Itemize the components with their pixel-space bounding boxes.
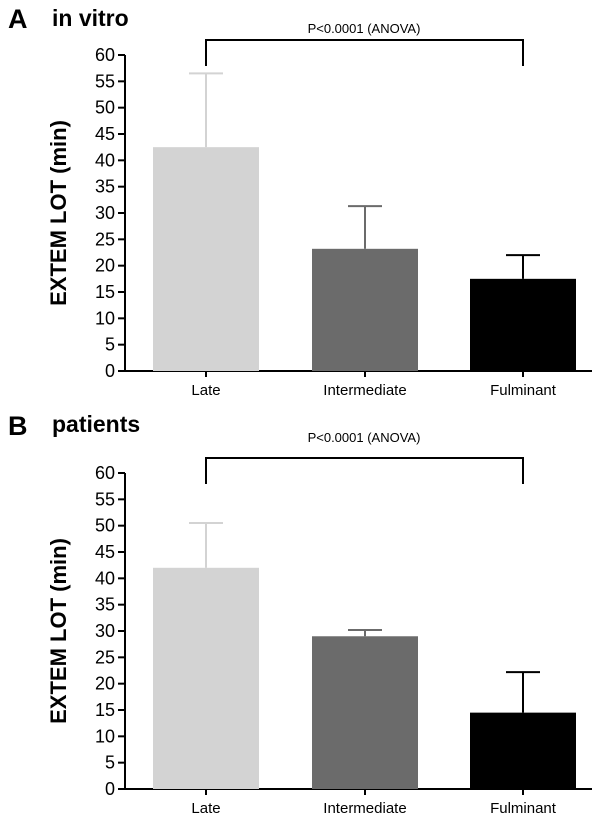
chart-panel-b: B patients EXTEM LOT (min) P<0.0001 (ANO… [0, 407, 597, 814]
significance-bracket [205, 457, 524, 484]
y-tick-label: 20 [95, 256, 115, 276]
y-axis-label: EXTEM LOT (min) [46, 120, 71, 306]
panel-letter: A [8, 4, 28, 34]
y-tick-label: 35 [95, 595, 115, 615]
significance-label: P<0.0001 (ANOVA) [308, 430, 421, 445]
y-tick-label: 50 [95, 516, 115, 536]
y-tick-label: 10 [95, 726, 115, 746]
chart-title: patients [52, 411, 140, 437]
y-tick-label: 25 [95, 229, 115, 249]
panel-letter: B [8, 411, 28, 441]
y-axis-label: EXTEM LOT (min) [46, 538, 71, 724]
y-tick-label: 45 [95, 542, 115, 562]
bar-intermediate [312, 248, 418, 371]
y-tick-label: 15 [95, 282, 115, 302]
y-tick-label: 60 [95, 45, 115, 65]
bar-fulminant [470, 278, 576, 371]
x-tick-label: Intermediate [323, 382, 406, 399]
y-tick-label: 35 [95, 177, 115, 197]
x-tick-label: Late [191, 800, 220, 814]
y-tick-label: 55 [95, 489, 115, 509]
y-tick-label: 5 [105, 753, 115, 773]
y-tick-label: 0 [105, 361, 115, 381]
x-tick-label: Intermediate [323, 800, 406, 814]
y-tick-label: 45 [95, 124, 115, 144]
bar-fulminant [470, 712, 576, 789]
bar-late [153, 567, 259, 789]
chart-title: in vitro [52, 5, 129, 31]
y-tick-label: 15 [95, 700, 115, 720]
x-tick-label: Fulminant [490, 382, 557, 399]
chart-a-svg: A in vitro EXTEM LOT (min) P<0.0001 (ANO… [8, 4, 592, 399]
plot-area: 0 5 10 15 20 25 30 35 40 45 50 55 60 Late Intermediate… [95, 457, 592, 814]
significance-bracket [205, 39, 524, 66]
chart-panel-a: A in vitro EXTEM LOT (min) P<0.0001 (ANO… [8, 4, 592, 399]
y-tick-label: 20 [95, 674, 115, 694]
y-tick-label: 5 [105, 335, 115, 355]
chart-b-svg: B patients EXTEM LOT (min) P<0.0001 (ANO… [8, 411, 592, 814]
y-tick-label: 40 [95, 150, 115, 170]
bar-late [153, 147, 259, 371]
y-tick-label: 55 [95, 71, 115, 91]
y-tick-label: 0 [105, 779, 115, 799]
x-tick-label: Fulminant [490, 800, 557, 814]
y-tick-label: 40 [95, 568, 115, 588]
y-tick-label: 30 [95, 621, 115, 641]
significance-label: P<0.0001 (ANOVA) [308, 21, 421, 36]
y-tick-label: 25 [95, 647, 115, 667]
y-tick-label: 10 [95, 308, 115, 328]
plot-area: 0 5 10 15 20 25 30 35 40 45 50 55 60 Late Intermediate… [95, 39, 592, 399]
x-tick-label: Late [191, 382, 220, 399]
y-tick-label: 50 [95, 98, 115, 118]
y-tick-label: 60 [95, 463, 115, 483]
bar-intermediate [312, 636, 418, 789]
y-tick-label: 30 [95, 203, 115, 223]
